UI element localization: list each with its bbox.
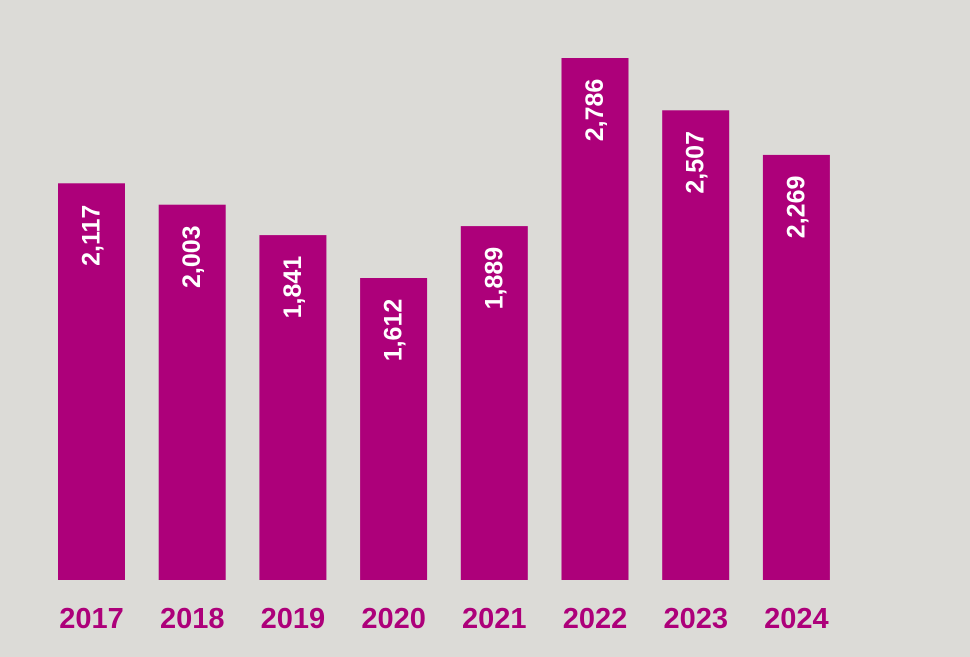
value-label-2021: 1,889 <box>480 247 508 310</box>
bar-2022 <box>561 58 629 580</box>
category-label-2017: 2017 <box>59 603 124 635</box>
category-labels-layer: 2017 2018 2019 2020 2021 2022 2023 2024 <box>59 603 828 635</box>
category-label-2024: 2024 <box>764 603 829 635</box>
value-label-2023: 2,507 <box>682 131 710 194</box>
category-label-2018: 2018 <box>160 603 225 635</box>
value-label-2018: 2,003 <box>178 225 206 288</box>
bar-2024 <box>762 154 830 580</box>
value-label-2019: 1,841 <box>279 256 307 319</box>
value-labels-layer: 2,117 2,003 1,841 1,612 1,889 2,786 2,507 2,269 <box>78 79 811 362</box>
bar-2018 <box>158 204 226 580</box>
value-label-2020: 1,612 <box>380 299 408 362</box>
value-label-2022: 2,786 <box>581 79 609 142</box>
bar-2023 <box>662 110 730 581</box>
category-label-2021: 2021 <box>462 603 527 635</box>
category-label-2022: 2022 <box>563 603 628 635</box>
bar-2019 <box>259 235 327 580</box>
category-label-2019: 2019 <box>261 603 326 635</box>
category-label-2023: 2023 <box>663 603 728 635</box>
bars-layer <box>58 58 830 581</box>
bar-2021 <box>460 226 528 580</box>
bar-2017 <box>58 183 125 581</box>
bar-2020 <box>360 278 428 580</box>
category-label-2020: 2020 <box>361 603 426 635</box>
value-label-2017: 2,117 <box>78 205 106 266</box>
value-label-2024: 2,269 <box>782 176 810 239</box>
